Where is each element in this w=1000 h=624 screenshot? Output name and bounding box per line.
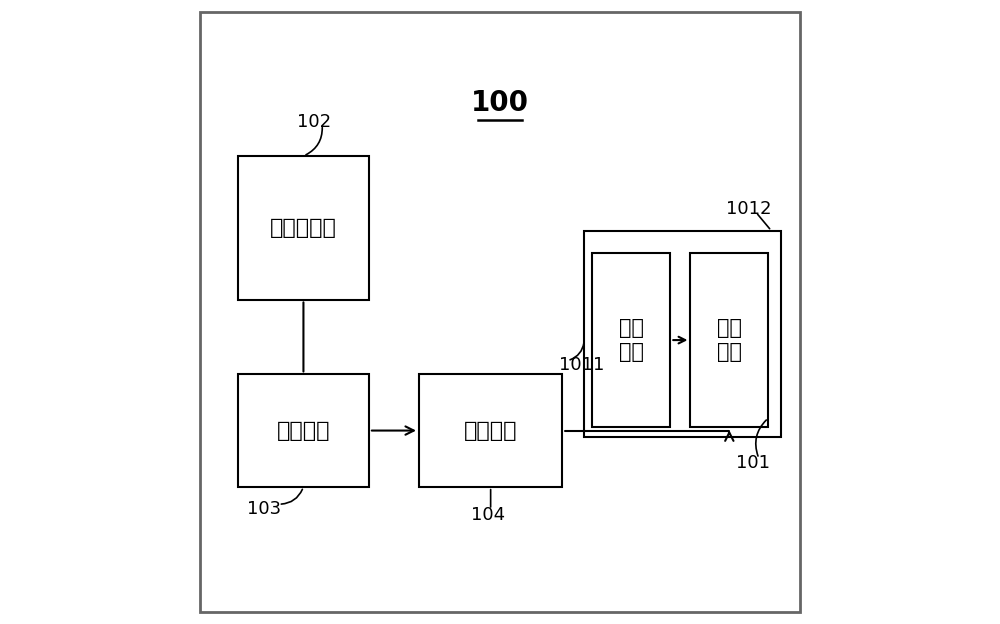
Text: 比较
单元: 比较 单元 — [717, 318, 742, 362]
Text: 103: 103 — [247, 500, 281, 517]
Text: 分压
单元: 分压 单元 — [619, 318, 644, 362]
Text: 104: 104 — [471, 506, 505, 524]
FancyBboxPatch shape — [238, 156, 369, 300]
Text: 1012: 1012 — [726, 200, 771, 218]
Text: 101: 101 — [736, 454, 770, 472]
FancyBboxPatch shape — [200, 12, 800, 612]
FancyBboxPatch shape — [592, 253, 670, 427]
Text: 第一电流镜: 第一电流镜 — [270, 218, 337, 238]
FancyBboxPatch shape — [690, 253, 768, 427]
Text: 控制模块: 控制模块 — [464, 421, 517, 441]
Text: 100: 100 — [471, 89, 529, 117]
Text: 阻抗模块: 阻抗模块 — [277, 421, 330, 441]
FancyBboxPatch shape — [238, 374, 369, 487]
Text: 102: 102 — [297, 113, 331, 130]
FancyBboxPatch shape — [584, 231, 781, 437]
FancyBboxPatch shape — [419, 374, 562, 487]
Text: 1011: 1011 — [559, 356, 605, 374]
